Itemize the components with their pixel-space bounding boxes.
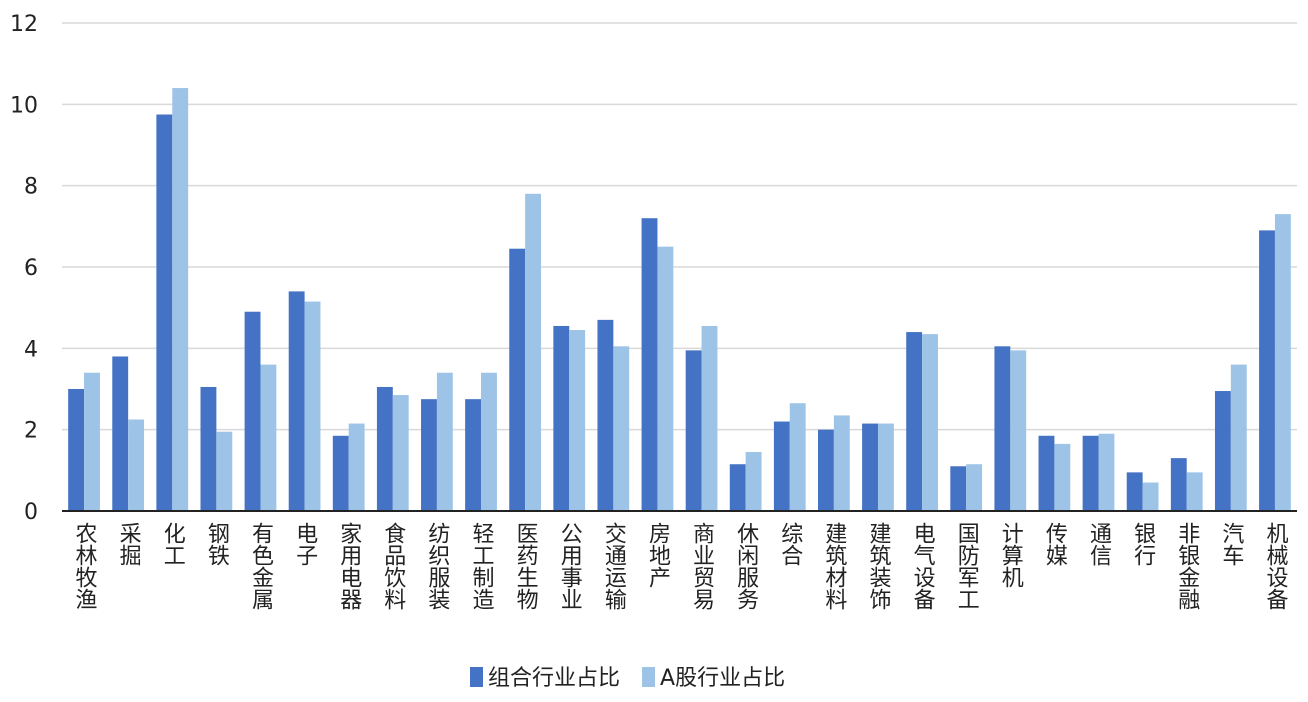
bar (1098, 433, 1115, 511)
legend-label: 组合行业占比 (488, 666, 620, 691)
x-tick-label: 有色金属 (248, 522, 274, 610)
x-tick-label: 传媒 (1042, 522, 1068, 566)
x-tick-label: 采掘 (116, 522, 142, 566)
bar (833, 415, 850, 511)
bar (745, 452, 762, 511)
bar (597, 319, 614, 511)
bar (729, 464, 746, 511)
x-tick-label: 电子 (292, 522, 317, 566)
x-tick-label: 公用事业 (557, 522, 583, 610)
bar (172, 88, 189, 512)
bar (376, 386, 393, 511)
bar (994, 346, 1011, 511)
x-tick-label: 农林牧渔 (72, 522, 98, 610)
x-tick-label: 机械设备 (1262, 522, 1288, 610)
bar (509, 248, 526, 511)
bar (1186, 472, 1203, 511)
y-tick-label: 8 (24, 175, 38, 200)
bar (525, 193, 542, 512)
bar (288, 291, 305, 511)
legend-swatch (470, 667, 483, 687)
bar (641, 218, 658, 511)
bar (304, 301, 321, 511)
bar (1214, 391, 1231, 511)
y-tick-label: 12 (10, 12, 38, 37)
bar (392, 395, 409, 511)
x-tick-label: 通信 (1086, 522, 1112, 566)
bar (817, 429, 834, 511)
bar (789, 403, 806, 511)
bar (68, 389, 85, 511)
x-tick-label: 休闲服务 (733, 522, 759, 610)
x-tick-label: 房地产 (645, 522, 671, 588)
bar (1054, 443, 1071, 511)
bar (1126, 472, 1143, 511)
bar (112, 356, 129, 511)
bar (1170, 458, 1187, 511)
bar (922, 334, 938, 511)
bar (950, 466, 967, 511)
bar (1230, 364, 1247, 511)
bar (1274, 214, 1291, 511)
x-tick-label: 医药生物 (513, 522, 539, 610)
bar (332, 435, 349, 511)
bar (128, 419, 145, 511)
bar (657, 246, 674, 511)
bar (862, 423, 878, 511)
bar (773, 421, 790, 511)
x-tick-label: 建筑装饰 (865, 522, 891, 610)
bar (200, 386, 217, 511)
bar (1038, 435, 1055, 511)
y-tick-label: 2 (24, 419, 38, 444)
bar (465, 399, 482, 511)
bar (685, 350, 702, 511)
bar (877, 423, 894, 511)
bar (553, 325, 570, 511)
bar (1082, 435, 1099, 511)
x-tick-label: 纺织服装 (424, 522, 450, 610)
bar (84, 372, 100, 511)
legend-swatch (642, 667, 656, 687)
x-tick-label: 电气设备 (910, 522, 936, 610)
x-tick-label: 计算机 (998, 522, 1024, 588)
bar (260, 364, 277, 511)
x-tick-label: 商业贸易 (689, 522, 715, 610)
bar (348, 423, 365, 511)
x-tick-label: 化工 (160, 522, 186, 566)
bar (701, 325, 718, 511)
x-tick-label: 非银金融 (1174, 522, 1200, 610)
legend-label: A股行业占比 (660, 666, 785, 691)
y-tick-label: 10 (10, 93, 38, 118)
bar (1010, 350, 1027, 511)
bar (1259, 230, 1275, 511)
x-tick-label: 家用电器 (336, 522, 362, 610)
bar (966, 464, 983, 511)
x-tick-label: 食品饮料 (380, 522, 406, 610)
bar (244, 311, 261, 511)
x-tick-label: 轻工制造 (469, 522, 495, 610)
y-tick-label: 6 (24, 256, 38, 281)
x-tick-label: 综合 (777, 522, 803, 566)
bar (421, 399, 437, 511)
x-tick-label: 国防军工 (954, 522, 979, 610)
y-tick-label: 4 (24, 337, 38, 362)
x-tick-label: 钢铁 (204, 522, 230, 566)
x-tick-label: 银行 (1130, 522, 1156, 566)
bar (613, 346, 630, 511)
bar (1142, 482, 1159, 511)
bar (436, 372, 453, 511)
bar (156, 114, 173, 511)
x-tick-label: 建筑材料 (821, 522, 847, 610)
x-tick-label: 交通运输 (601, 522, 627, 610)
x-tick-label: 汽车 (1218, 522, 1244, 566)
y-tick-label: 0 (24, 500, 38, 525)
bar (216, 431, 233, 511)
bar (481, 372, 497, 511)
bar (569, 330, 586, 511)
bar (906, 332, 923, 511)
